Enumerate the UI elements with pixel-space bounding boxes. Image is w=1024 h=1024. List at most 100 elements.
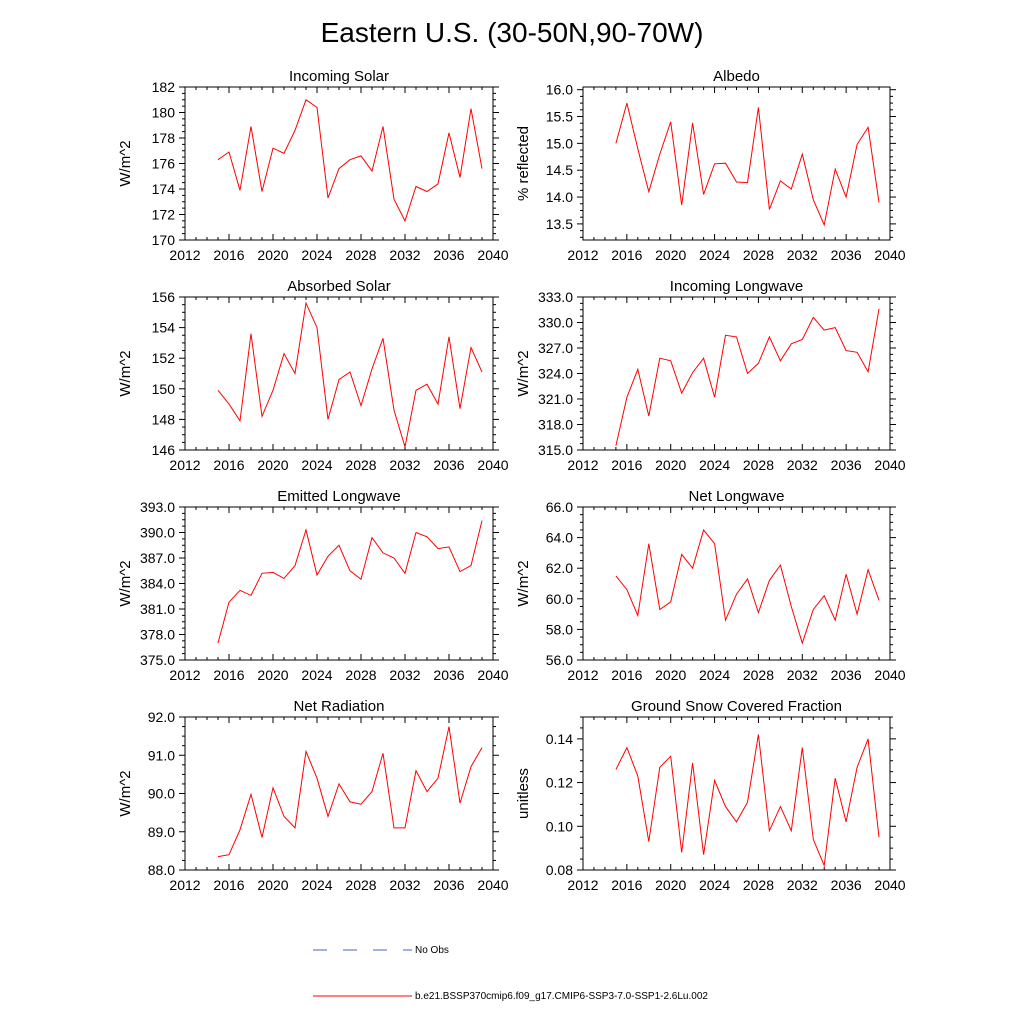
y-tick-label: 315.0 (538, 442, 573, 458)
x-tick-label: 2028 (743, 457, 774, 473)
y-tick-label: 13.5 (546, 216, 573, 232)
y-tick-label: 381.0 (140, 601, 175, 617)
y-tick-label: 154 (152, 320, 176, 336)
y-tick-label: 156 (152, 289, 176, 305)
x-tick-label: 2028 (345, 457, 376, 473)
x-tick-label: 2024 (699, 667, 730, 683)
x-tick-label: 2016 (213, 457, 244, 473)
legend: No Obs b.e21.BSSP370cmip6.f09_g17.CMIP6-… (313, 945, 708, 1002)
y-tick-label: 14.0 (546, 189, 573, 205)
y-axis-label: W/m^2 (515, 350, 532, 396)
x-tick-label: 2040 (477, 877, 508, 893)
x-tick-label: 2016 (213, 667, 244, 683)
y-tick-label: 0.12 (546, 775, 573, 791)
x-tick-label: 2036 (433, 667, 464, 683)
x-tick-label: 2024 (301, 247, 332, 263)
series-line (615, 734, 880, 868)
series-line (615, 102, 880, 227)
y-tick-label: 62.0 (546, 560, 573, 576)
y-tick-label: 330.0 (538, 315, 573, 331)
panel-title: Emitted Longwave (277, 488, 400, 505)
y-axis-label: W/m^2 (515, 560, 532, 606)
y-tick-label: 0.14 (546, 731, 573, 747)
panel-title: Albedo (713, 68, 760, 85)
y-tick-label: 0.08 (546, 862, 573, 878)
x-tick-label: 2024 (699, 877, 730, 893)
y-tick-label: 152 (152, 350, 176, 366)
y-tick-label: 64.0 (546, 530, 573, 546)
panel-5: Net Longwave W/m^2 2012 2016 2020 2024 2028 203… (515, 488, 906, 683)
y-axis-label: % reflected (515, 126, 532, 201)
x-tick-label: 2016 (611, 457, 642, 473)
y-tick-label: 321.0 (538, 391, 573, 407)
x-tick-label: 2040 (477, 667, 508, 683)
series-line (217, 520, 483, 644)
y-tick-label: 15.0 (546, 135, 573, 151)
panels: Incoming Solar W/m^2 2012 2016 2020 2024 2028 2… (117, 68, 906, 893)
x-tick-label: 2032 (389, 877, 420, 893)
x-tick-label: 2012 (169, 667, 200, 683)
plot-frame (582, 716, 891, 871)
x-tick-label: 2028 (345, 247, 376, 263)
y-tick-label: 16.0 (546, 82, 573, 98)
x-tick-label: 2028 (743, 877, 774, 893)
panel-3: Incoming Longwave W/m^2 2012 2016 2020 2024 20… (515, 278, 906, 473)
y-tick-label: 60.0 (546, 591, 573, 607)
x-tick-label: 2020 (257, 247, 288, 263)
x-tick-label: 2036 (433, 457, 464, 473)
y-axis-label: unitless (515, 768, 532, 819)
x-tick-label: 2028 (345, 667, 376, 683)
panel-1: Albedo % reflected 2012 2016 2020 2024 2028 203… (515, 68, 906, 263)
panel-6: Net Radiation W/m^2 2012 2016 2020 2024 2028 20… (117, 698, 509, 893)
y-tick-label: 66.0 (546, 499, 573, 515)
x-tick-label: 2032 (787, 877, 818, 893)
x-tick-label: 2020 (655, 667, 686, 683)
y-tick-label: 180 (152, 105, 176, 121)
x-tick-label: 2020 (257, 877, 288, 893)
series-line (615, 308, 880, 446)
x-tick-label: 2036 (831, 667, 862, 683)
x-tick-label: 2032 (787, 247, 818, 263)
y-tick-label: 384.0 (140, 576, 175, 592)
panel-title: Incoming Longwave (670, 278, 803, 295)
x-tick-label: 2012 (567, 667, 598, 683)
series-line (615, 528, 880, 645)
x-tick-label: 2032 (389, 457, 420, 473)
y-tick-label: 170 (152, 232, 176, 248)
panel-title: Ground Snow Covered Fraction (631, 698, 842, 715)
x-tick-label: 2040 (874, 457, 905, 473)
x-tick-label: 2024 (301, 877, 332, 893)
panel-title: Incoming Solar (289, 68, 389, 85)
x-tick-label: 2024 (699, 457, 730, 473)
x-tick-label: 2036 (831, 457, 862, 473)
y-tick-label: 0.10 (546, 818, 573, 834)
y-axis-label: W/m^2 (117, 350, 134, 396)
y-tick-label: 174 (152, 181, 176, 197)
panel-title: Absorbed Solar (287, 278, 390, 295)
x-tick-label: 2040 (874, 247, 905, 263)
x-tick-label: 2032 (389, 667, 420, 683)
plot-frame (184, 86, 494, 241)
x-tick-label: 2032 (787, 667, 818, 683)
y-tick-label: 172 (152, 207, 176, 223)
x-tick-label: 2020 (655, 877, 686, 893)
y-tick-label: 393.0 (140, 499, 175, 515)
y-tick-label: 182 (152, 79, 176, 95)
x-tick-label: 2020 (655, 247, 686, 263)
x-tick-label: 2012 (567, 877, 598, 893)
x-tick-label: 2020 (257, 667, 288, 683)
y-tick-label: 387.0 (140, 550, 175, 566)
y-tick-label: 91.0 (148, 747, 175, 763)
series-line (217, 726, 483, 858)
legend-model-label: b.e21.BSSP370cmip6.f09_g17.CMIP6-SSP3-7.… (415, 991, 708, 1002)
x-tick-label: 2016 (611, 877, 642, 893)
panel-title: Net Longwave (689, 488, 785, 505)
panel-2: Absorbed Solar W/m^2 2012 2016 2020 2024 2028 2… (117, 278, 509, 473)
x-tick-label: 2036 (831, 877, 862, 893)
y-tick-label: 92.0 (148, 709, 175, 725)
x-tick-label: 2040 (477, 457, 508, 473)
x-tick-label: 2040 (874, 877, 905, 893)
x-tick-label: 2024 (699, 247, 730, 263)
x-tick-label: 2016 (213, 247, 244, 263)
